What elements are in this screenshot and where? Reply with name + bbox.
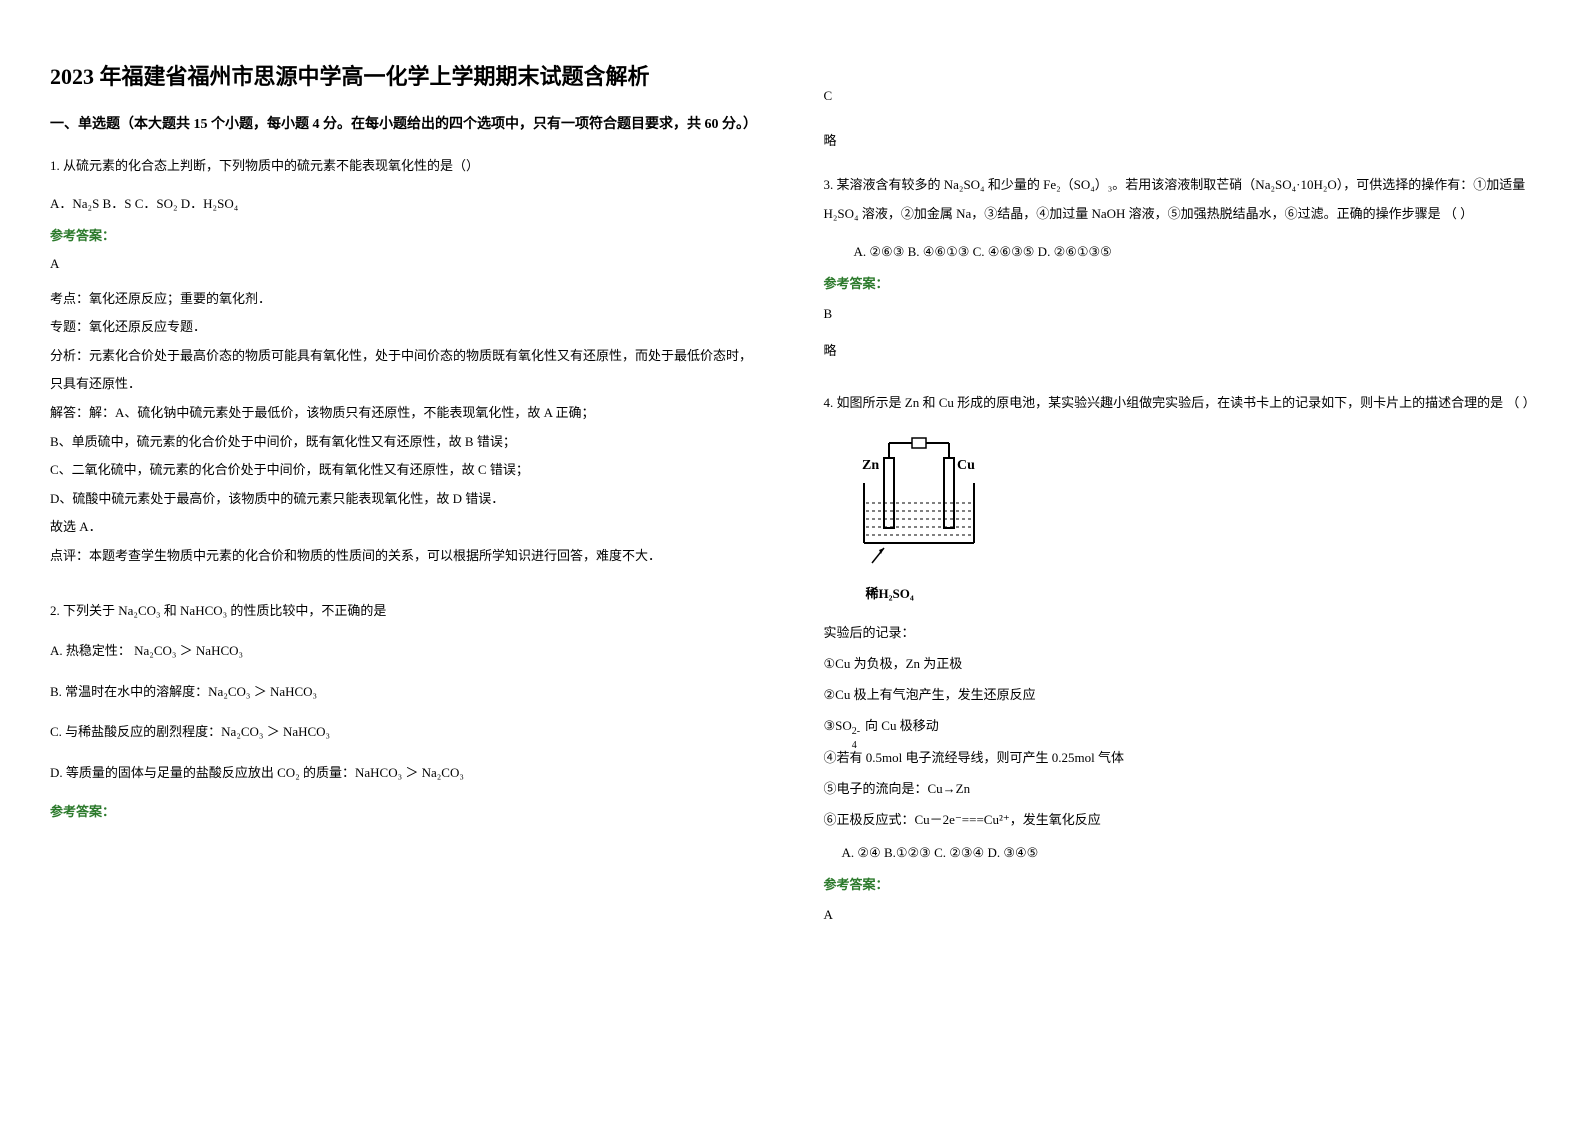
q4-item3: ③SO2-4 向 Cu 极移动	[824, 710, 1538, 741]
q1-line4: 解答：解：A、硫化钠中硫元素处于最低价，该物质只有还原性，不能表现氧化性，故 A…	[50, 399, 764, 428]
diagram-caption: 稀H₂SO₄	[866, 583, 1538, 602]
question-3: 3. 某溶液含有较多的 Na₂SO₄ 和少量的 Fe₂（SO₄）₃。若用该溶液制…	[824, 171, 1538, 371]
q4-options: A. ②④ B.①②③ C. ②③④ D. ③④⑤	[842, 839, 1538, 868]
right-column: C 略 3. 某溶液含有较多的 Na₂SO₄ 和少量的 Fe₂（SO₄）₃。若用…	[824, 60, 1538, 1062]
q4-i3-sub: 4	[852, 734, 857, 758]
q2-optA: A. 热稳定性： Na₂CO₃ ＞ NaHCO₃	[50, 637, 764, 666]
q4-text: 4. 如图所示是 Zn 和 Cu 形成的原电池，某实验兴趣小组做完实验后，在读书…	[824, 389, 1538, 418]
q1-line8: 故选 A．	[50, 513, 764, 542]
q1-line7: D、硫酸中硫元素处于最高价，该物质中的硫元素只能表现氧化性，故 D 错误．	[50, 485, 764, 514]
q1-line2: 专题：氧化还原反应专题．	[50, 313, 764, 342]
q4-answer-letter: A	[824, 901, 1538, 930]
q4-item4: ④若有 0.5mol 电子流经导线，则可产生 0.25mol 气体	[824, 742, 1538, 773]
q4-answer-label: 参考答案：	[824, 874, 1538, 893]
q4-record-header: 实验后的记录：	[824, 617, 1538, 648]
q4-item6: ⑥正极反应式：Cu－2e⁻===Cu²⁺，发生氧化反应	[824, 804, 1538, 835]
q4-i3-suffix: 向 Cu 极移动	[862, 718, 939, 733]
q1-line5: B、单质硫中，硫元素的化合价处于中间价，既有氧化性又有还原性，故 B 错误；	[50, 428, 764, 457]
q1-line6: C、二氧化硫中，硫元素的化合价处于中间价，既有氧化性又有还原性，故 C 错误；	[50, 456, 764, 485]
question-1: 1. 从硫元素的化合态上判断，下列物质中的硫元素不能表现氧化性的是（） A．Na…	[50, 152, 764, 571]
q4-item2: ②Cu 极上有气泡产生，发生还原反应	[824, 679, 1538, 710]
q2-text: 2. 下列关于 Na₂CO₃ 和 NaHCO₃ 的性质比较中，不正确的是	[50, 597, 764, 626]
page-title: 2023 年福建省福州市思源中学高一化学上学期期末试题含解析	[50, 60, 764, 93]
q1-options: A．Na₂S B．S C．SO₂ D．H₂SO₄	[50, 190, 764, 219]
q1-line9: 点评：本题考查学生物质中元素的化合价和物质的性质间的关系，可以根据所学知识进行回…	[50, 542, 764, 571]
q1-line1: 考点：氧化还原反应；重要的氧化剂．	[50, 285, 764, 314]
q1-text: 1. 从硫元素的化合态上判断，下列物质中的硫元素不能表现氧化性的是（）	[50, 152, 764, 181]
q1-line3: 分析：元素化合价处于最高价态的物质可能具有氧化性，处于中间价态的物质既有氧化性又…	[50, 342, 764, 399]
q3-answer-letter: B	[824, 300, 1538, 329]
q2-optD: D. 等质量的固体与足量的盐酸反应放出 CO₂ 的质量：NaHCO₃ ＞ Na₂…	[50, 759, 764, 788]
left-column: 2023 年福建省福州市思源中学高一化学上学期期末试题含解析 一、单选题（本大题…	[50, 60, 764, 1062]
q4-item1: ①Cu 为负极，Zn 为正极	[824, 648, 1538, 679]
cu-label: Cu	[957, 458, 975, 473]
section-header: 一、单选题（本大题共 15 个小题，每小题 4 分。在每小题给出的四个选项中，只…	[50, 113, 764, 137]
q3-answer-label: 参考答案：	[824, 273, 1538, 292]
q4-item5: ⑤电子的流向是：Cu→Zn	[824, 773, 1538, 804]
q4-i3-prefix: ③SO	[824, 718, 852, 733]
question-2: 2. 下列关于 Na₂CO₃ 和 NaHCO₃ 的性质比较中，不正确的是 A. …	[50, 597, 764, 827]
question-4: 4. 如图所示是 Zn 和 Cu 形成的原电池，某实验兴趣小组做完实验后，在读书…	[824, 389, 1538, 935]
zn-label: Zn	[862, 458, 879, 473]
q1-answer-letter: A	[50, 250, 764, 279]
q2-optC: C. 与稀盐酸反应的剧烈程度：Na₂CO₃ ＞ NaHCO₃	[50, 718, 764, 747]
q1-answer-label: 参考答案：	[50, 225, 764, 244]
battery-diagram: Zn Cu	[854, 433, 1538, 573]
q3-brief: 略	[824, 337, 1538, 366]
q2-answer-letter: C	[824, 82, 1538, 111]
q3-text: 3. 某溶液含有较多的 Na₂SO₄ 和少量的 Fe₂（SO₄）₃。若用该溶液制…	[824, 171, 1538, 228]
q2-answer-label: 参考答案：	[50, 801, 764, 820]
q2-brief: 略	[824, 127, 1538, 156]
q2-optB: B. 常温时在水中的溶解度：Na₂CO₃ ＞ NaHCO₃	[50, 678, 764, 707]
q3-options: A. ②⑥③ B. ④⑥①③ C. ④⑥③⑤ D. ②⑥①③⑤	[854, 238, 1538, 267]
